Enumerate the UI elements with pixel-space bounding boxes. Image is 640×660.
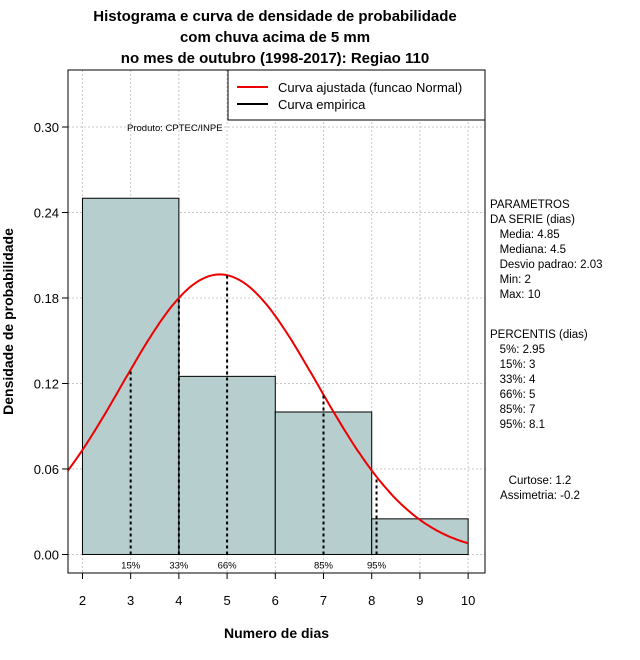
histogram-bar (81, 197, 180, 555)
x-axis-tick-label: 8 (368, 593, 375, 608)
histogram-bar (178, 375, 276, 555)
side-panel-percentis_lines-line: 85%: 7 (490, 404, 535, 416)
chart-title-line: com chuva acima de 5 mm (180, 29, 370, 46)
side-panel-percentis_lines-line: PERCENTIS (dias) (490, 329, 588, 341)
side-panel-percentis_lines-line: 33%: 4 (490, 374, 536, 386)
percentile-marker-label: 33% (169, 560, 189, 571)
side-panel-parameters_lines-line: Mediana: 4.5 (490, 244, 566, 256)
x-axis-tick-label: 4 (175, 593, 182, 608)
chart-title-line: no mes de outubro (1998-2017): Regiao 11… (121, 50, 429, 67)
side-panel-shape_lines-line: Curtose: 1.2 (509, 475, 572, 487)
side-panel-parameters_lines-line: Desvio padrao: 2.03 (490, 259, 603, 271)
x-axis-tick-label: 9 (416, 593, 423, 608)
y-axis-tick-label: 0.30 (34, 120, 59, 135)
legend-label: Curva empirica (278, 97, 366, 112)
side-panel-percentis_lines-line: 5%: 2.95 (490, 344, 545, 356)
y-axis-tick-label: 0.18 (34, 291, 59, 306)
percentile-marker-label: 66% (218, 560, 238, 571)
histogram-bar (274, 411, 373, 555)
normal-fit-curve (67, 273, 469, 545)
y-axis-tick-label: 0.24 (34, 205, 59, 220)
y-axis-tick-label: 0.06 (34, 462, 59, 477)
legend-box (227, 69, 486, 121)
percentile-marker-label: 85% (314, 560, 334, 571)
side-panel-parameters_lines-line: Media: 4.85 (490, 229, 560, 241)
side-panel-percentis_lines-line: 95%: 8.1 (490, 419, 545, 431)
side-panel-parameters_lines-line: DA SERIE (dias) (490, 214, 575, 226)
y-axis-tick-label: 0.00 (34, 547, 59, 562)
side-panel-percentis_lines-line: 15%: 3 (490, 359, 535, 371)
side-panel-parameters_lines-line: PARAMETROS (490, 199, 570, 211)
x-axis-tick-label: 2 (79, 593, 86, 608)
side-panel-percentis_lines-line: 66%: 5 (490, 389, 535, 401)
x-axis-tick-label: 6 (272, 593, 279, 608)
percentile-marker-label: 95% (367, 560, 387, 571)
x-axis-title: Numero de dias (224, 625, 329, 641)
legend-label: Curva ajustada (funcao Normal) (278, 80, 462, 95)
chart-title-line: Histograma e curva de densidade de proba… (93, 8, 456, 25)
y-axis-title: Densidade de probabilidade (0, 228, 16, 415)
product-credit: Produto: CPTEC/INPE (127, 123, 223, 134)
percentile-marker-label: 15% (121, 560, 141, 571)
histogram-bar (371, 518, 469, 555)
side-panel-parameters_lines-line: Min: 2 (490, 274, 531, 286)
side-panel-shape_lines-line: Assimetria: -0.2 (500, 490, 580, 502)
x-axis-tick-label: 3 (127, 593, 134, 608)
x-axis-tick-label: 5 (223, 593, 230, 608)
y-axis-tick-label: 0.12 (34, 376, 59, 391)
x-axis-tick-label: 10 (461, 593, 475, 608)
x-axis-tick-label: 7 (320, 593, 327, 608)
side-panel-parameters_lines-line: Max: 10 (490, 289, 541, 301)
